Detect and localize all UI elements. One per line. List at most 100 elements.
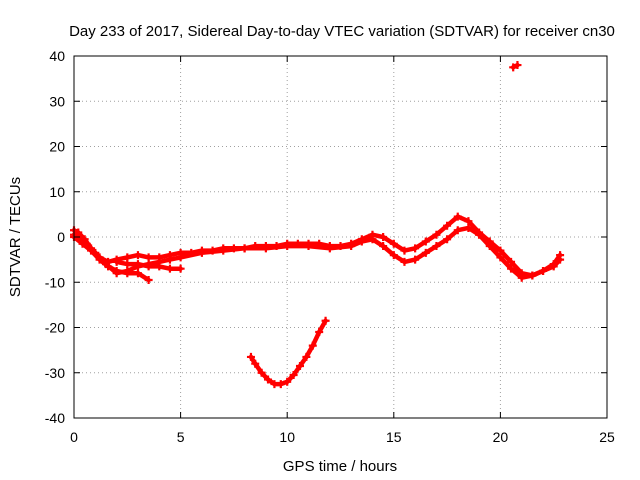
data-point: [283, 377, 292, 386]
data-point: [78, 239, 87, 248]
data-point: [112, 266, 121, 275]
data-point: [485, 242, 494, 251]
y-tick-label: 20: [49, 139, 65, 155]
data-point: [400, 257, 409, 266]
x-tick-label: 15: [386, 429, 402, 445]
data-point: [87, 246, 96, 255]
data-point: [165, 255, 174, 264]
data-point: [400, 246, 409, 255]
data-point: [155, 262, 164, 271]
data-point: [283, 242, 292, 251]
data-point: [517, 273, 526, 282]
data-point: [379, 242, 388, 251]
y-tick-label: 40: [49, 48, 65, 64]
data-point: [276, 380, 285, 389]
data-point: [389, 251, 398, 260]
series-outlier: [509, 61, 522, 72]
data-point: [123, 253, 132, 262]
data-point: [513, 61, 522, 70]
data-point: [251, 359, 260, 368]
data-point: [315, 328, 324, 337]
axis-ticks: 0 5 10 15 20 25 -40 -30 -20 -10 0 10 20 30 40: [45, 48, 615, 445]
data-point: [261, 244, 270, 253]
data-point: [347, 242, 356, 251]
x-axis-title: GPS time / hours: [283, 458, 397, 475]
y-tick-label: -30: [45, 365, 65, 381]
grid: [74, 56, 607, 418]
data-point: [432, 242, 441, 251]
data-point: [549, 262, 558, 271]
y-axis-title: SDTVAR / TECUs: [7, 177, 24, 297]
data-point: [464, 217, 473, 226]
x-tick-label: 10: [279, 429, 295, 445]
y-tick-label: 30: [49, 93, 65, 109]
data-point: [475, 230, 484, 239]
data-point: [368, 235, 377, 244]
data-point: [509, 63, 518, 72]
y-tick-label: 10: [49, 184, 65, 200]
data-point: [556, 255, 565, 264]
data-point: [304, 242, 313, 251]
chart-title: Day 233 of 2017, Sidereal Day-to-day VTE…: [69, 23, 615, 40]
data-point: [421, 248, 430, 257]
series-layer: [70, 61, 565, 389]
data-point: [197, 248, 206, 257]
data-point: [443, 235, 452, 244]
data-point: [453, 226, 462, 235]
data-point: [302, 352, 311, 361]
y-tick-label: -40: [45, 410, 65, 426]
data-point: [432, 230, 441, 239]
data-point: [123, 269, 132, 278]
data-point: [144, 262, 153, 271]
data-point: [123, 260, 132, 269]
data-point: [240, 244, 249, 253]
data-point: [443, 221, 452, 230]
data-point: [421, 237, 430, 246]
data-point: [539, 266, 548, 275]
y-tick-label: 0: [57, 229, 65, 245]
data-point: [496, 246, 505, 255]
data-point: [379, 233, 388, 241]
data-point: [112, 257, 121, 266]
x-tick-label: 5: [177, 429, 185, 445]
y-tick-label: -20: [45, 320, 65, 336]
y-tick-label: -10: [45, 274, 65, 290]
x-tick-label: 0: [70, 429, 78, 445]
data-point: [176, 253, 185, 262]
series-track-d: [112, 257, 185, 273]
data-point: [507, 264, 516, 273]
data-point: [264, 375, 273, 384]
data-point: [133, 251, 142, 260]
data-point: [528, 271, 537, 280]
data-point: [496, 253, 505, 262]
data-point: [95, 255, 104, 264]
data-point: [507, 257, 516, 266]
data-point: [389, 239, 398, 248]
data-point: [219, 246, 228, 255]
series-track-c: [70, 233, 153, 284]
data-point: [144, 253, 153, 262]
x-tick-label: 25: [599, 429, 615, 445]
series-track-e: [246, 316, 330, 389]
data-point: [411, 255, 420, 264]
data-point: [289, 371, 298, 380]
series-line: [71, 225, 563, 280]
data-point: [133, 269, 142, 278]
data-point: [133, 260, 142, 269]
data-point: [144, 275, 153, 284]
x-tick-label: 20: [493, 429, 509, 445]
data-point: [357, 237, 366, 246]
data-point: [104, 262, 113, 271]
data-point: [295, 361, 304, 370]
data-point: [308, 341, 317, 350]
data-point: [453, 212, 462, 221]
data-point: [411, 244, 420, 253]
data-point: [464, 223, 473, 232]
series-track-b: [70, 223, 565, 282]
data-point: [325, 244, 334, 253]
plot-frame: [73, 55, 608, 419]
data-point: [165, 264, 174, 273]
data-point: [321, 316, 330, 325]
data-point: [246, 352, 255, 361]
